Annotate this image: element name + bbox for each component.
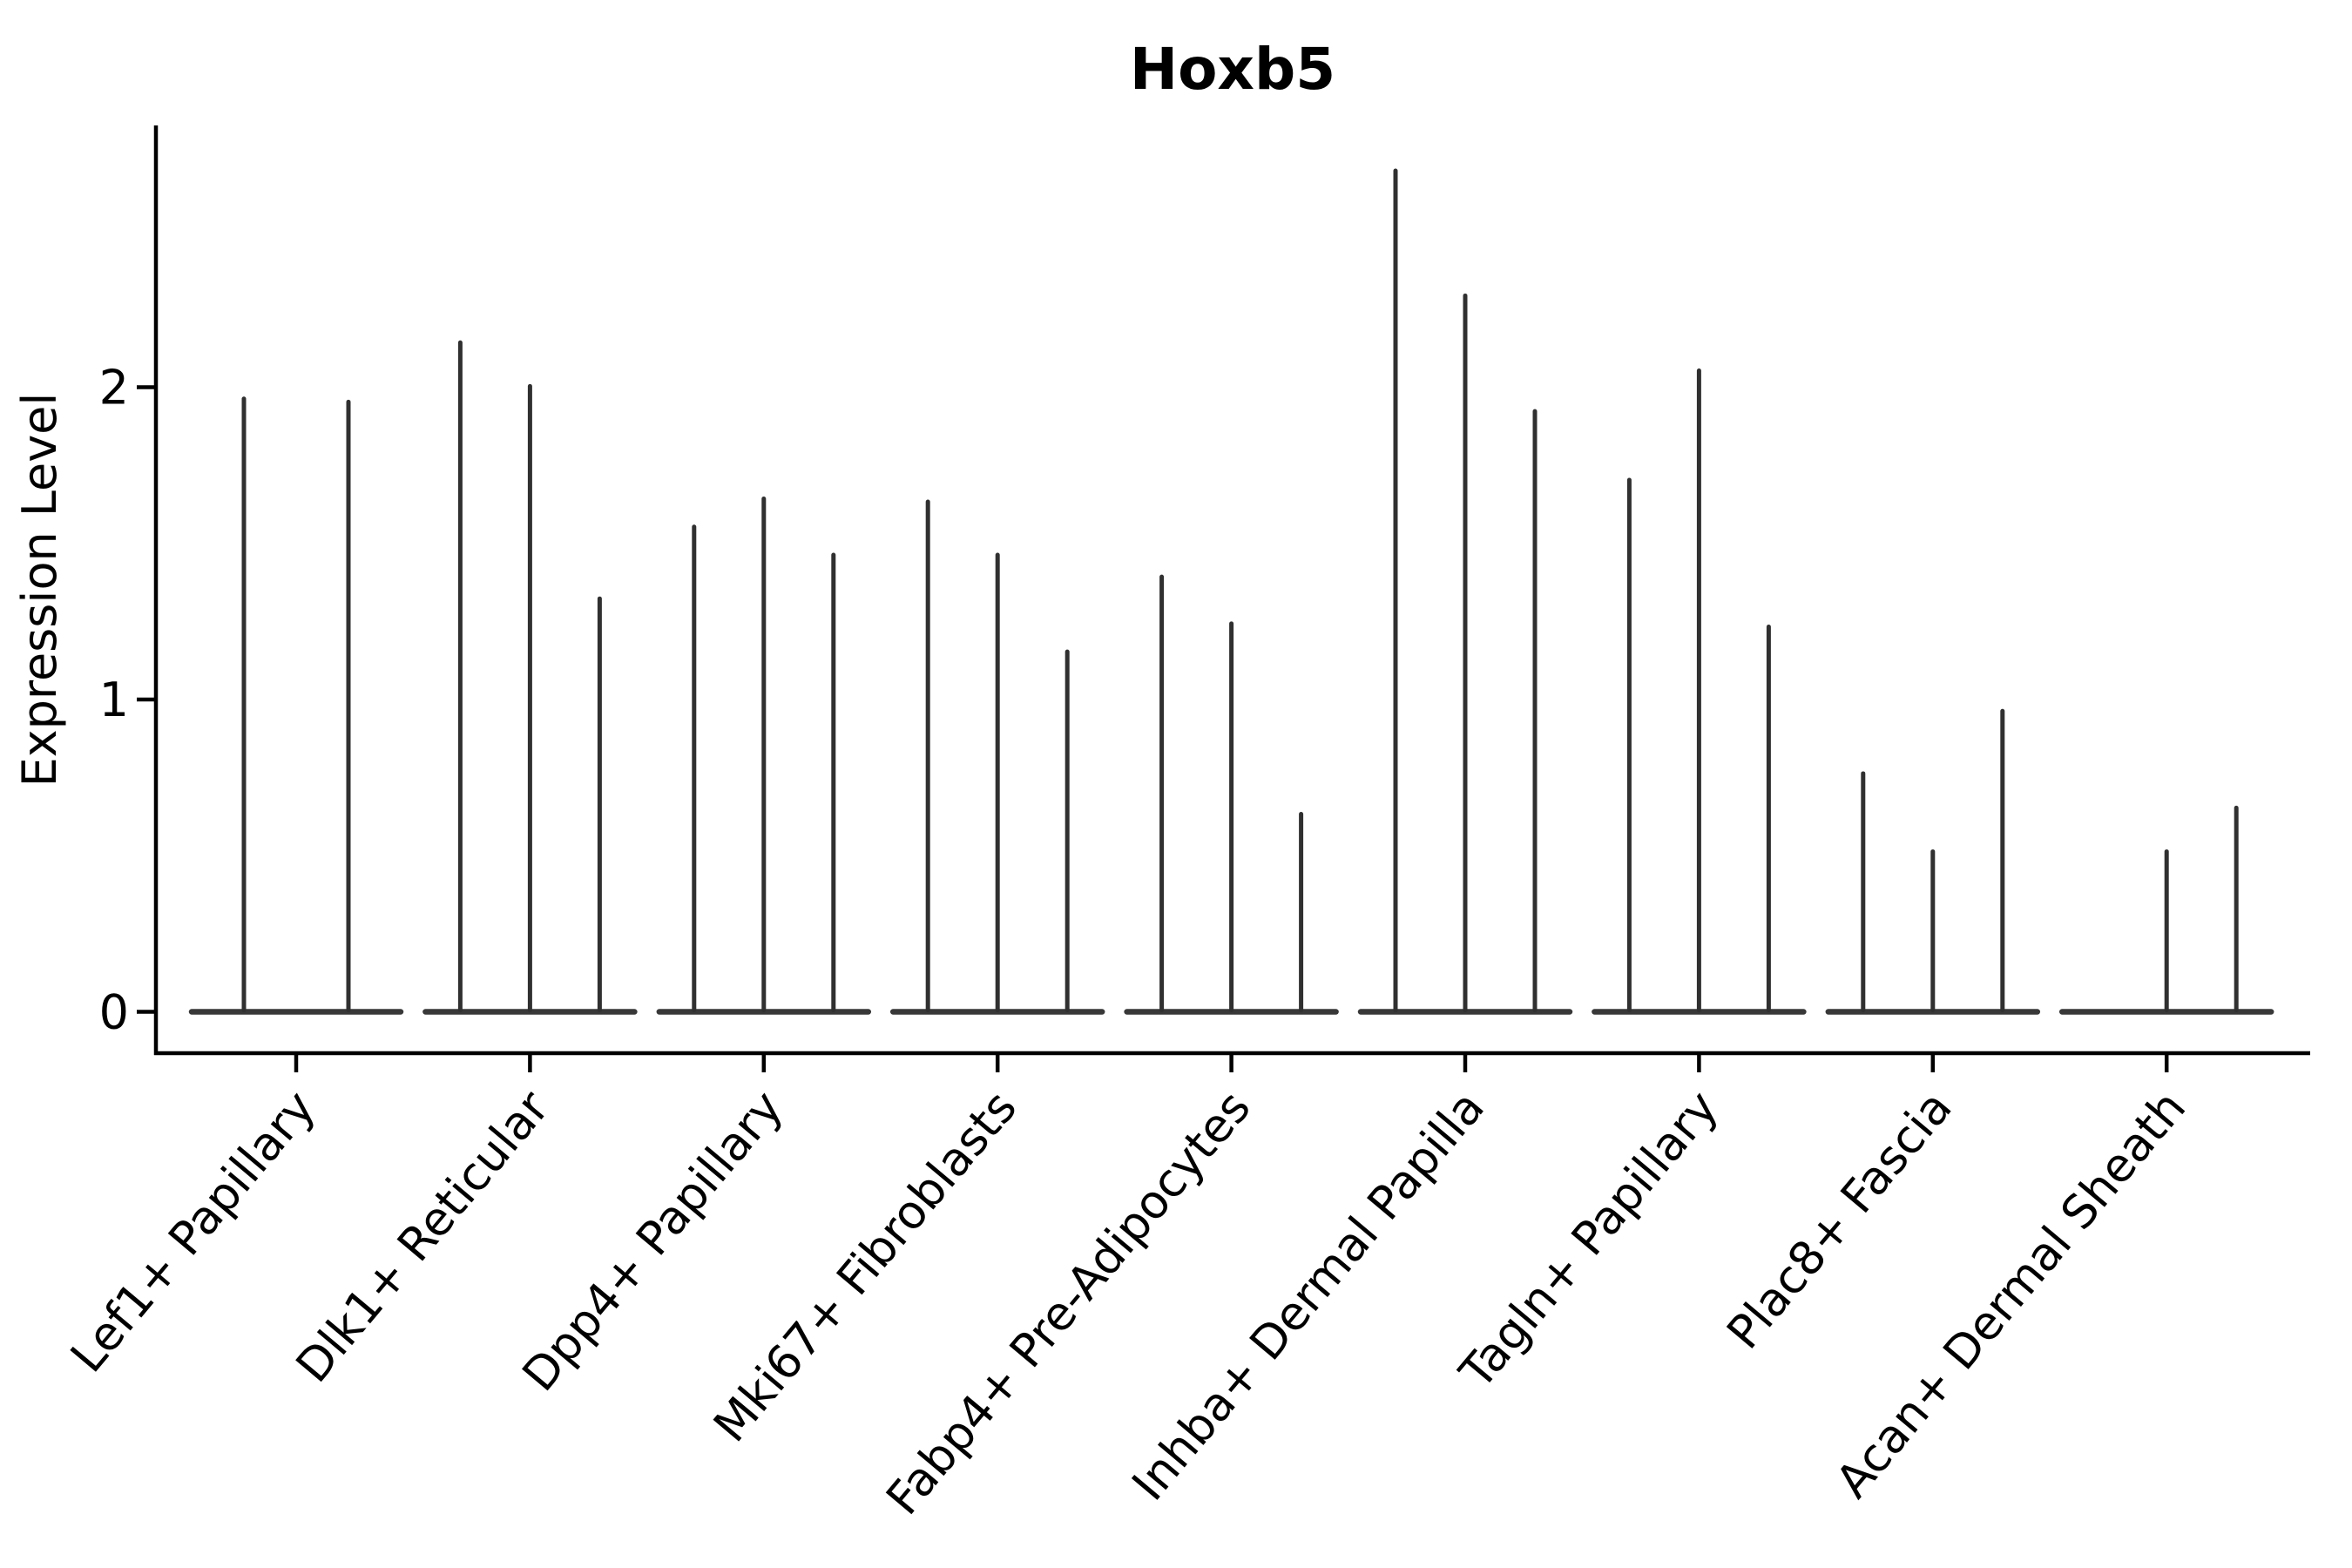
y-tick-label: 1 xyxy=(99,672,129,727)
x-tick-label: Dlk1+ Reticular xyxy=(287,1081,560,1393)
y-tick-label: 2 xyxy=(99,361,129,416)
x-tick-label: Dpp4+ Papillary xyxy=(513,1081,794,1402)
x-tick-label: Tagln+ Papillary xyxy=(1450,1081,1728,1399)
y-tick-label: 0 xyxy=(99,985,129,1040)
y-axis-title: Expression Level xyxy=(12,393,67,787)
x-tick-label: Plac8+ Fascia xyxy=(1717,1081,1963,1359)
chart-title: Hoxb5 xyxy=(1130,36,1335,103)
x-tick-label: Lef1+ Papillary xyxy=(61,1081,326,1382)
